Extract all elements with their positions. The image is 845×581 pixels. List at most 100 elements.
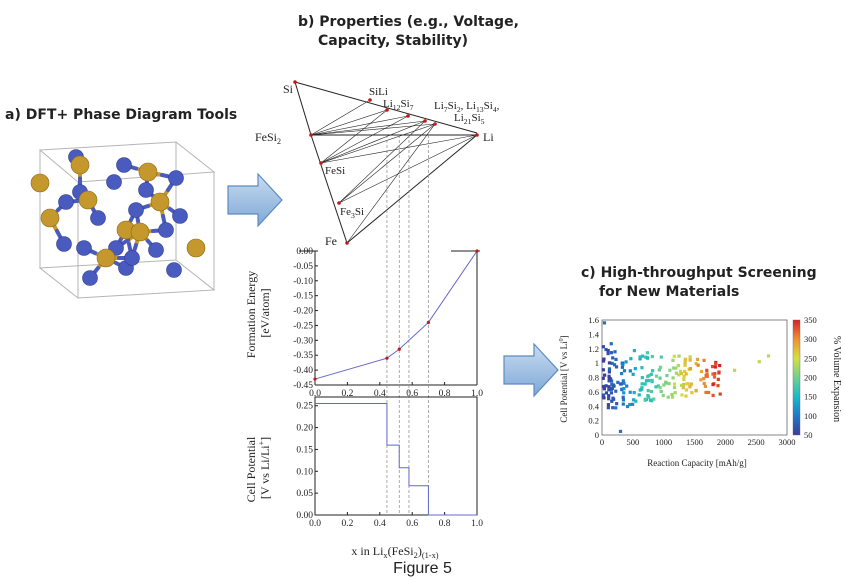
scatter-point: [606, 349, 610, 353]
scatter-point: [672, 366, 676, 370]
fe-point: [385, 356, 389, 360]
scatter-point: [659, 355, 663, 359]
scatter-point: [638, 357, 642, 361]
scatter-point: [679, 372, 684, 376]
scatter-point: [609, 379, 614, 383]
fe-xtick-label: 0.6: [406, 389, 418, 399]
scatter-point: [628, 369, 632, 373]
gold-atom: [150, 192, 170, 212]
scatter-point: [611, 406, 615, 410]
scatter-point: [644, 379, 649, 383]
scatter-point: [604, 347, 608, 352]
scatter-point: [704, 390, 708, 395]
scatter-point: [666, 395, 670, 399]
scatter-point: [714, 362, 718, 366]
fe-ytick-label: 0.00: [296, 247, 313, 257]
scatter-xtick-label: 0: [600, 437, 604, 447]
scatter-point: [622, 391, 626, 395]
scatter-point: [672, 385, 677, 390]
scatter-ytick-label: 0.6: [588, 387, 599, 397]
scatter-point: [606, 406, 610, 410]
scatter-point: [601, 376, 605, 380]
fe-ytick-label: -0.45: [293, 381, 313, 391]
fe-point: [426, 320, 430, 325]
scatter-point: [602, 387, 606, 391]
scatter-point: [713, 365, 718, 369]
colorbar-tick-label: 300: [804, 334, 817, 344]
scatter-point: [678, 369, 683, 373]
scatter-point: [610, 361, 614, 365]
scatter-point: [682, 377, 686, 382]
cp-ytick-label: 0.15: [296, 445, 313, 455]
blue-atom: [90, 210, 106, 226]
scatter-point: [606, 351, 610, 356]
scatter-point: [622, 369, 627, 373]
blue-atom: [172, 208, 188, 224]
scatter-point: [612, 397, 616, 401]
scatter-point: [607, 370, 611, 374]
scatter-point: [688, 358, 692, 362]
scatter-point: [671, 376, 675, 380]
cp-xtick-label: 0.6: [406, 519, 418, 529]
scatter-point: [684, 394, 688, 398]
scatter-point: [647, 374, 651, 378]
fe-series-line: [314, 250, 478, 380]
scatter-point: [712, 375, 717, 379]
scatter-frame: [601, 319, 788, 436]
scatter-point: [628, 402, 632, 407]
scatter-point: [601, 345, 605, 349]
scatter-point: [625, 404, 630, 409]
gold-atom: [130, 222, 150, 242]
scatter-point: [620, 387, 624, 391]
scatter-axes: 0 500 1000 1500 2000 2500 3000 0 0.2 0.4 0.6 0.8 1 1.…: [588, 315, 795, 447]
scatter-xtick-label: 2500: [748, 437, 765, 447]
scatter-point: [640, 376, 644, 380]
scatter-point: [667, 382, 671, 386]
scatter-point: [648, 398, 653, 402]
scatter-point: [650, 354, 654, 359]
phase-diagram: [294, 81, 478, 244]
scatter-point: [661, 393, 665, 398]
scatter-ytick-label: 1: [595, 358, 599, 368]
fe-xtick-label: 0.2: [341, 389, 353, 399]
screening-scatter: 0 500 1000 1500 2000 2500 3000 0 0.2 0.4 0.6 0.8 1 1.…: [559, 315, 842, 468]
fe-ytick-label: -0.10: [293, 277, 313, 287]
scatter-point: [632, 349, 637, 353]
scatter-point: [658, 386, 662, 390]
scatter-point: [604, 384, 608, 388]
scatter-point: [654, 385, 658, 389]
scatter-ytick-label: 0: [595, 430, 599, 440]
colorbar-tick-label: 250: [804, 353, 817, 363]
blue-atom: [128, 202, 144, 218]
blue-atom: [138, 182, 154, 198]
fe-point: [397, 347, 401, 351]
scatter-ytick-label: 1.6: [588, 315, 599, 325]
scatter-point: [615, 402, 619, 406]
scatter-point: [682, 374, 686, 378]
fe-ytick-label: -0.35: [293, 351, 313, 361]
scatter-point: [632, 398, 636, 402]
scatter-point: [621, 379, 625, 383]
scatter-point: [680, 383, 684, 388]
scatter-point: [607, 376, 611, 380]
scatter-point: [607, 388, 611, 392]
scatter-point: [607, 397, 611, 401]
scatter-xtick-label: 3000: [779, 437, 796, 447]
scatter-point: [610, 399, 614, 403]
scatter-point: [711, 382, 715, 387]
scatter-point: [716, 384, 720, 388]
phase-label-fesi: FeSi: [325, 165, 345, 177]
scatter-point: [646, 356, 650, 360]
vertex-fesi2: FeSi2: [255, 130, 281, 146]
scatter-point: [632, 391, 636, 395]
cp-xtick-label: 0.4: [374, 519, 386, 529]
panel-b-title-line2: Capacity, Stability): [318, 33, 469, 49]
scatter-point: [645, 351, 650, 355]
cp-ytick-label: 0.20: [296, 424, 313, 434]
cp-ytick-label: 0.05: [296, 489, 313, 499]
vertex-si: Si: [283, 82, 294, 96]
scatter-point: [628, 390, 632, 394]
scatter-point: [702, 381, 706, 386]
scatter-point: [705, 368, 709, 372]
colorbar-tick-label: 200: [804, 373, 817, 383]
